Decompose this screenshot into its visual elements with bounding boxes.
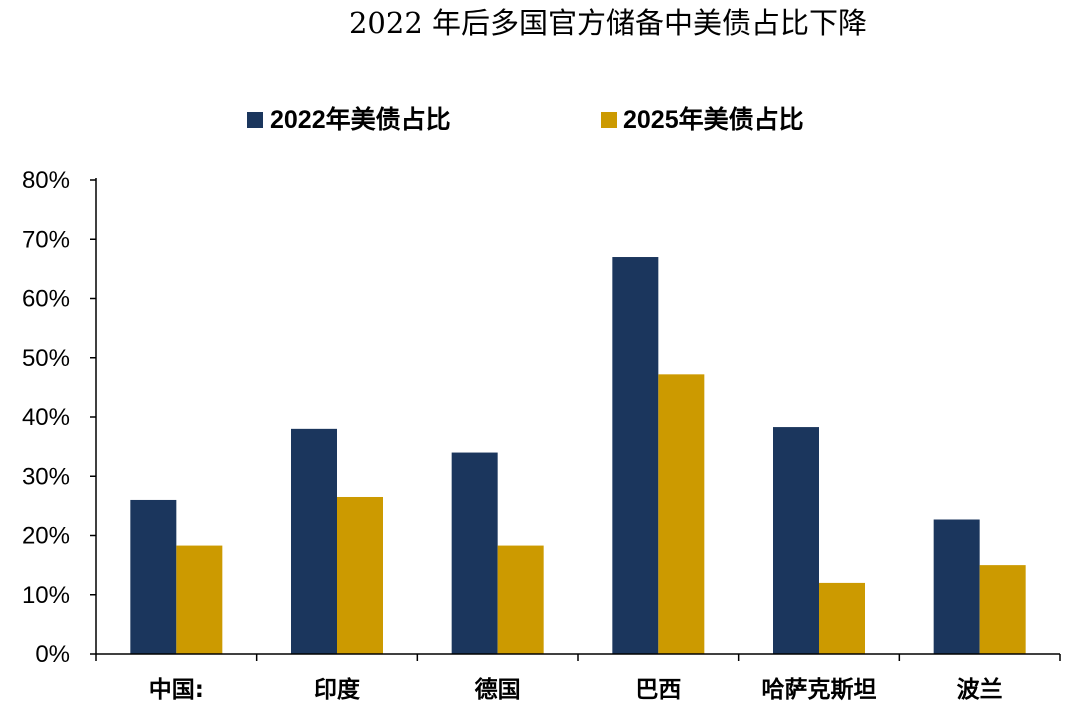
plot-area: 0% 10% 20% 30% 40% 50% 60% 70% 80% 中国: 印度 德国 巴西 哈萨克斯坦… (22, 167, 1061, 703)
y-tick-label: 40% (22, 404, 70, 431)
y-tick-label: 30% (22, 463, 70, 490)
x-category-label: 德国 (475, 676, 521, 703)
y-tick-label: 50% (22, 345, 70, 372)
legend-label-2022: 2022年美债占比 (270, 105, 451, 134)
y-tick-label: 10% (22, 582, 70, 609)
bar-2022 (130, 499, 177, 654)
bar-2025 (658, 374, 705, 654)
bar-2022 (773, 427, 819, 654)
bar-2022 (933, 519, 980, 654)
bar-2022 (451, 452, 498, 654)
legend-swatch-2022 (247, 112, 263, 128)
x-category-label: 中国: (149, 677, 204, 703)
bar-2025 (979, 565, 1026, 654)
x-category-label: 巴西 (635, 677, 681, 703)
x-category-label: 印度 (314, 676, 361, 703)
legend-label-2025: 2025年美债占比 (623, 105, 804, 134)
x-category-label: 波兰 (957, 676, 1003, 703)
y-tick-label: 60% (22, 286, 70, 313)
bar-2025 (337, 496, 383, 654)
bar-2025 (819, 582, 865, 654)
y-tick-label: 0% (35, 641, 70, 668)
y-tick-label: 80% (22, 167, 70, 194)
legend: 2022年美债占比 2025年美债占比 (247, 105, 804, 134)
y-tick-label: 70% (22, 226, 70, 253)
chart-title: 2022 年后多国官方储备中美债占比下降 (349, 6, 867, 40)
bar-2025 (176, 545, 223, 654)
bar-2022 (612, 257, 659, 654)
bar-2025 (497, 545, 544, 654)
bar-2022 (291, 428, 337, 654)
y-tick-label: 20% (22, 523, 70, 550)
x-category-label: 哈萨克斯坦 (762, 676, 877, 703)
legend-swatch-2025 (601, 112, 617, 128)
